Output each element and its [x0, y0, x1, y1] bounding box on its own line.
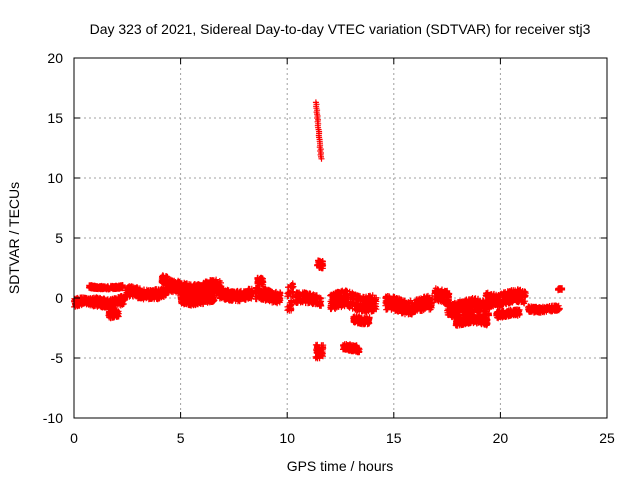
y-tick-label: 20 [47, 50, 63, 66]
x-tick-label: 15 [386, 430, 402, 446]
y-tick-label: -5 [51, 350, 64, 366]
y-tick-label: 5 [55, 230, 63, 246]
x-tick-label: 5 [177, 430, 185, 446]
y-tick-label: 0 [55, 290, 63, 306]
axis-ticks: 0 5 10 15 20 25 -10 -5 0 5 10 15 20 [43, 50, 615, 446]
x-tick-label: 20 [493, 430, 509, 446]
data-points [71, 99, 566, 362]
x-tick-label: 10 [279, 430, 295, 446]
sdtvar-series-markers [71, 99, 566, 362]
x-tick-label: 25 [599, 430, 615, 446]
chart-title: Day 323 of 2021, Sidereal Day-to-day VTE… [90, 21, 591, 37]
x-tick-label: 0 [70, 430, 78, 446]
x-axis-label: GPS time / hours [287, 458, 394, 474]
y-tick-label: 10 [47, 170, 63, 186]
y-tick-label: 15 [47, 110, 63, 126]
y-axis-label: SDTVAR / TECUs [6, 182, 22, 294]
y-tick-label: -10 [43, 410, 63, 426]
